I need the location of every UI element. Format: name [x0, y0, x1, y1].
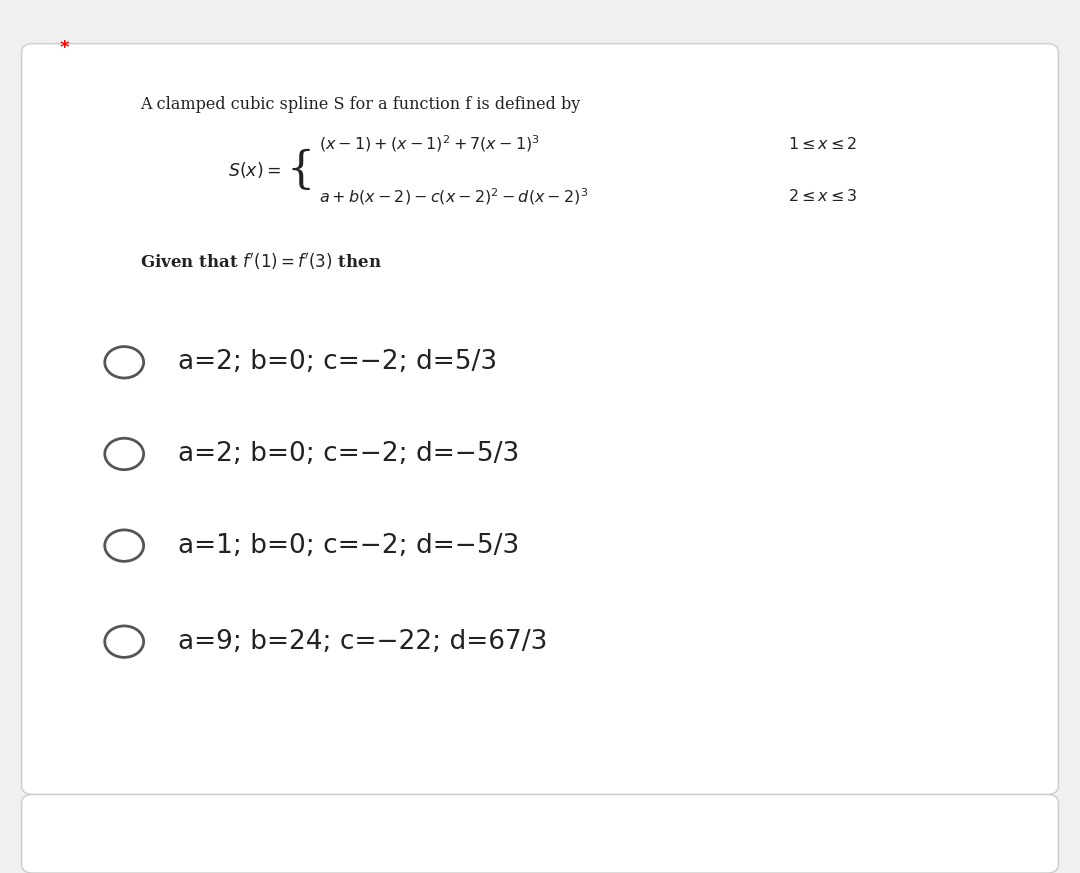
Text: a=2; b=0; c=−2; d=5/3: a=2; b=0; c=−2; d=5/3: [178, 349, 497, 375]
Text: *: *: [59, 39, 69, 57]
Text: $S(x) =$: $S(x) =$: [228, 161, 281, 180]
FancyBboxPatch shape: [22, 794, 1058, 873]
Text: $a + b(x - 2) - c(x - 2)^2 - d(x - 2)^3$: $a + b(x - 2) - c(x - 2)^2 - d(x - 2)^3$: [319, 186, 588, 207]
Text: a=1; b=0; c=−2; d=−5/3: a=1; b=0; c=−2; d=−5/3: [178, 533, 519, 559]
Text: a=9; b=24; c=−22; d=67/3: a=9; b=24; c=−22; d=67/3: [178, 629, 548, 655]
Text: $1 \leq x \leq 2$: $1 \leq x \leq 2$: [788, 135, 858, 153]
Text: {: {: [286, 148, 314, 192]
Text: a=2; b=0; c=−2; d=−5/3: a=2; b=0; c=−2; d=−5/3: [178, 441, 519, 467]
Text: $(x - 1) + (x - 1)^2 + 7(x - 1)^3$: $(x - 1) + (x - 1)^2 + 7(x - 1)^3$: [319, 134, 539, 155]
Text: A clamped cubic spline S for a function f is defined by: A clamped cubic spline S for a function …: [140, 96, 581, 113]
FancyBboxPatch shape: [22, 44, 1058, 794]
Text: $2 \leq x \leq 3$: $2 \leq x \leq 3$: [788, 188, 859, 205]
Text: Given that $f'(1) = f'(3)$ then: Given that $f'(1) = f'(3)$ then: [140, 251, 382, 272]
